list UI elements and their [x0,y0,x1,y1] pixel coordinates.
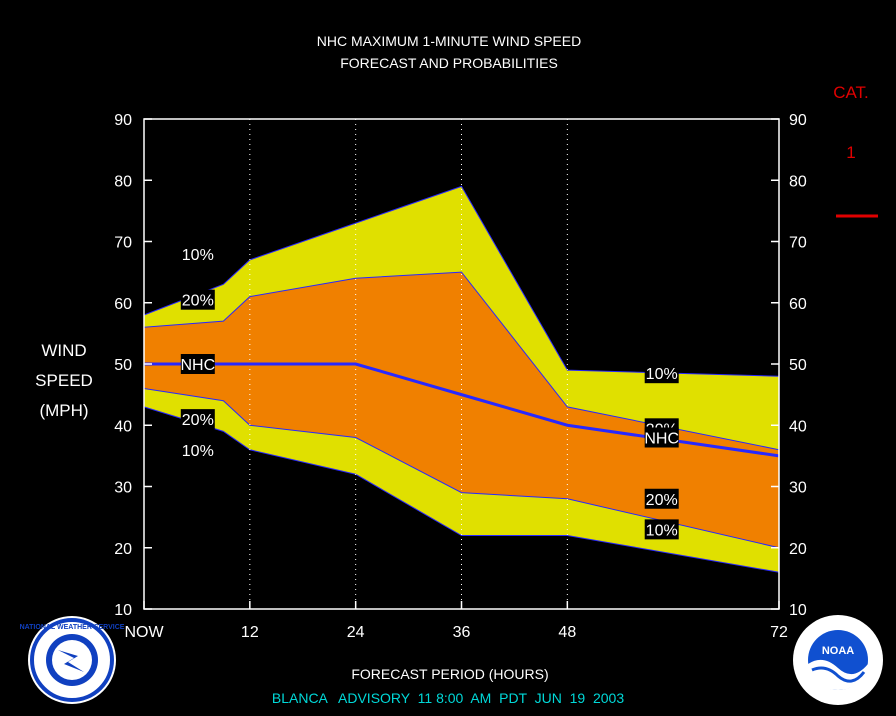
advisory-footer: BLANCA ADVISORY 11 8:00 AM PDT JUN 19 20… [272,690,624,706]
chart-title-line1: NHC MAXIMUM 1-MINUTE WIND SPEED [317,33,581,49]
nws-logo: NATIONAL WEATHER SERVICE [20,616,125,704]
series-label-bg [180,243,215,264]
series-label-5: 10% [646,366,678,383]
band-edge-upper-10 [143,185,780,377]
ytick-label-left-80: 80 [114,173,132,190]
nhc-forecast-polyline [144,362,780,458]
ytick-label-right-30: 30 [789,480,807,497]
ytick-label-right-70: 70 [789,235,807,252]
ytick-label-left-60: 60 [114,296,132,313]
category-value: 1 [846,143,855,162]
series-label-9: 10% [646,522,678,539]
ytick-label-right-60: 60 [789,296,807,313]
ytick-label-right-20: 20 [789,541,807,558]
nws-logo-text: NATIONAL WEATHER SERVICE [20,624,125,631]
noaa-logo: NOAA [793,615,883,705]
ytick-label-right-40: 40 [789,418,807,435]
series-label-7: NHC [644,431,679,448]
series-label-bg [180,354,215,374]
series-label-bg [644,519,679,540]
band-edge-upper-20 [143,271,780,451]
ylabel-line1: WIND [41,341,86,360]
axis-ticks: 10 10 20 20 30 30 40 40 50 50 60 60 70 70 80 80 90 90 NOW 1… [114,112,807,641]
ytick-label-right-50: 50 [789,357,807,374]
ytick-label-left-30: 30 [114,480,132,497]
category-label: CAT. [833,83,869,102]
series-label-3: 20% [182,412,214,429]
xtick-label-48: 48 [558,624,576,641]
ylabel-line2: SPEED [35,371,93,390]
ytick-label-right-90: 90 [789,112,807,129]
ytick-label-right-10: 10 [789,602,807,619]
ytick-label-left-10: 10 [114,602,132,619]
ytick-label-left-70: 70 [114,235,132,252]
ytick-label-left-90: 90 [114,112,132,129]
xtick-label-NOW: NOW [124,624,164,641]
series-label-bg [180,289,215,310]
xtick-label-24: 24 [347,624,365,641]
series-label-bg [644,427,679,448]
series-label-bg [644,488,679,509]
series-label-bg [644,363,679,384]
band-edge-lower-20 [143,388,780,549]
ytick-label-left-20: 20 [114,541,132,558]
series-label-0: 10% [182,247,214,264]
ytick-label-left-50: 50 [114,357,132,374]
series-label-4: 10% [182,443,214,460]
ytick-label-right-80: 80 [789,173,807,190]
ylabel-line3: (MPH) [39,401,88,420]
series-label-2: NHC [180,357,215,374]
ytick-label-left-40: 40 [114,418,132,435]
series-label-1: 20% [182,293,214,310]
nhc-forecast-line [144,362,780,458]
series-label-8: 20% [646,492,678,509]
series-label-bg [180,439,215,460]
chart-title-line2: FORECAST AND PROBABILITIES [340,55,558,71]
xtick-label-72: 72 [770,624,788,641]
xlabel: FORECAST PERIOD (HOURS) [351,666,548,682]
xtick-label-12: 12 [241,624,259,641]
series-label-bg [180,409,215,430]
xtick-label-36: 36 [453,624,471,641]
noaa-logo-text: NOAA [822,645,854,657]
